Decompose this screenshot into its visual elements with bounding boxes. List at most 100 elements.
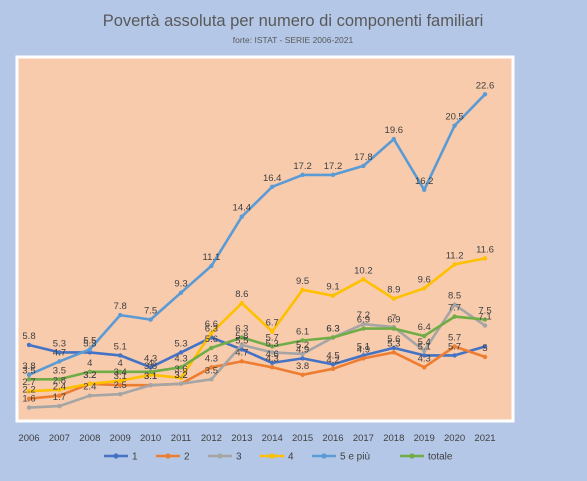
data-label-4: 9.1 [326,282,339,293]
data-label-2: 3.1 [114,371,127,382]
data-point-5-e-pi [422,187,427,192]
data-label-5-e-pi: 5.5 [83,335,96,346]
data-label-1: 5.6 [387,334,400,345]
data-label-2: 4.3 [418,353,431,364]
data-label-4: 3.2 [83,370,96,381]
data-label-4: 3.8 [144,361,157,372]
data-point-4 [87,381,93,386]
series-3 [26,302,488,410]
data-label-1: 5.3 [53,338,66,349]
data-point-totale [239,335,244,340]
data-point-3 [361,321,366,327]
data-label-2: 4.9 [357,344,370,355]
data-label-2: 4.3 [266,353,279,364]
data-point-1 [26,342,32,348]
data-label-3: 7 [391,313,396,324]
data-label-1: 5.3 [174,338,187,349]
data-label-3: 5.3 [266,338,279,349]
data-point-2 [57,393,62,398]
data-point-4 [239,300,244,306]
data-point-3 [452,302,457,307]
data-point-5-e-pi [148,317,153,322]
data-point-3 [270,350,275,355]
legend-marker [409,453,415,459]
data-label-2: 3.2 [83,370,96,381]
data-label-5-e-pi: 17.2 [324,161,343,172]
series-5-e-pi [26,92,488,378]
series-layer [26,92,488,410]
data-label-4: 3.6 [174,364,187,375]
data-label-1: 4.6 [266,349,279,360]
data-label-5-e-pi: 14.4 [233,203,252,214]
data-label-2: 3.8 [296,361,309,372]
data-label-totale: 5.7 [266,332,279,343]
data-point-4 [209,330,214,336]
x-tick-label: 2013 [231,433,252,444]
data-label-3: 5.4 [418,337,431,348]
data-point-1 [391,345,396,351]
data-label-2: 4.2 [326,355,339,366]
data-label-2: 5.7 [448,332,461,343]
data-point-1 [239,347,244,352]
data-label-3: 7.2 [357,310,370,321]
data-point-4 [452,262,457,267]
data-label-5-e-pi: 4.7 [53,347,66,358]
data-point-1 [270,360,275,366]
series-totale [26,314,488,382]
x-tick-label: 2012 [201,433,222,444]
data-point-3 [482,323,488,328]
data-label-4: 9.6 [418,274,431,285]
legend-label: 2 [184,452,190,463]
data-point-3 [87,393,93,398]
data-point-4 [482,256,488,261]
data-label-2: 5 [482,343,487,354]
data-label-5-e-pi: 19.6 [385,125,404,136]
data-label-5-e-pi: 16.2 [415,176,434,187]
data-point-totale [422,333,427,339]
data-point-totale [300,338,305,343]
legend: 1 2 3 4 5 e più totale [104,452,453,463]
data-point-totale [178,365,184,370]
data-point-5-e-pi [57,359,62,364]
x-tick-label: 2018 [383,433,404,444]
legend-label: 1 [132,452,138,463]
data-label-totale: 6.3 [235,324,248,335]
data-point-5-e-pi [87,347,93,352]
data-label-2: 2.2 [22,385,35,396]
data-label-5-e-pi: 7.5 [144,306,157,317]
data-point-totale [391,326,396,331]
data-point-3 [148,383,153,388]
chart-subtitle: forte: ISTAT - SERIE 2006-2021 [233,35,354,45]
data-label-totale: 4 [118,358,123,369]
data-label-3: 6.3 [326,324,339,335]
data-label-3: 2.4 [83,382,96,393]
chart-title: Povertà assoluta per numero di component… [103,12,484,30]
data-label-3: 5.2 [296,340,309,351]
data-label-1: 5.5 [235,335,248,346]
data-point-3 [26,405,32,410]
x-tick-label: 2016 [322,433,343,444]
x-tick-label: 2019 [414,433,435,444]
data-point-3 [239,342,244,348]
data-point-5-e-pi [178,290,184,295]
data-label-3: 1.7 [53,392,66,403]
data-label-1: 4.3 [144,353,157,364]
x-tick-label: 2017 [353,433,374,444]
x-axis-tick-labels: 2006 2007 2008 2009 2010 2011 2012 2013 2014 2015… [18,433,495,444]
data-label-2: 3.1 [144,371,157,382]
data-point-1 [118,353,123,358]
data-label-2: 4.7 [235,347,248,358]
data-point-totale [452,314,457,319]
data-label-4: 11.2 [446,250,464,261]
data-point-5-e-pi [391,136,396,142]
legend-item-3: 3 [208,452,242,463]
data-label-totale: 4 [148,358,153,369]
data-point-3 [209,377,214,382]
legend-marker [321,453,327,459]
legend-item-2: 2 [156,452,190,463]
data-point-2 [391,350,396,355]
data-point-4 [118,378,123,383]
data-point-1 [178,350,184,355]
data-point-2 [482,354,488,360]
